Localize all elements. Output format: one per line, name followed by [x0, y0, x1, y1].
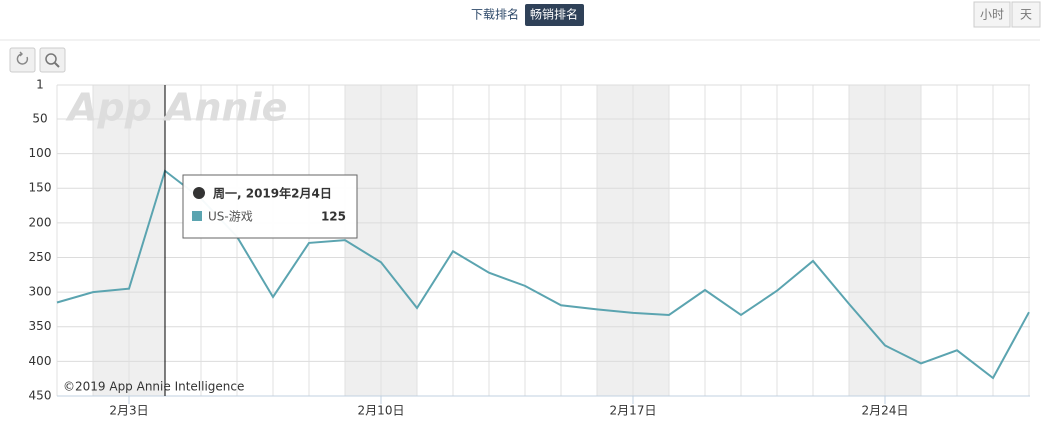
y-tick-label: 450	[29, 389, 52, 403]
granularity-label[interactable]: 天	[1020, 8, 1032, 22]
x-tick-label: 2月17日	[610, 404, 657, 418]
y-tick-label: 1	[36, 78, 44, 92]
tab[interactable]: 下载排名	[471, 7, 519, 22]
y-tick-label: 150	[29, 181, 52, 195]
y-tick-label: 50	[32, 111, 47, 125]
legend-label: US-游戏	[208, 210, 253, 224]
x-tick-label: 2月10日	[358, 404, 405, 418]
tooltip: 周一, 2019年2月4日 US-游戏 125	[182, 174, 358, 239]
globe-icon	[193, 187, 205, 199]
zoom-icon	[54, 62, 60, 68]
granularity-label[interactable]: 小时	[980, 8, 1004, 22]
tab[interactable]: 畅销排名	[530, 7, 578, 22]
reset-icon	[16, 51, 29, 65]
granularity-button[interactable]	[973, 1, 1011, 28]
zoom-button[interactable]	[39, 47, 66, 73]
tooltip-value: 125	[321, 210, 346, 224]
zoom-icon	[45, 53, 57, 65]
x-tick-label: 2月24日	[862, 404, 909, 418]
y-tick-label: 200	[29, 215, 52, 229]
y-tick-label: 400	[29, 354, 52, 368]
legend-swatch	[192, 211, 202, 221]
y-tick-label: 250	[29, 250, 52, 264]
x-tick-label: 2月3日	[109, 404, 148, 418]
watermark: App Annie	[65, 86, 287, 130]
tab-active-bg[interactable]	[525, 4, 584, 26]
credits: ©2019 App Annie Intelligence	[63, 380, 244, 394]
y-tick-label: 100	[29, 146, 52, 160]
y-tick-label: 350	[29, 319, 52, 333]
tooltip-title: 周一, 2019年2月4日	[213, 186, 332, 201]
reset-button[interactable]	[9, 47, 36, 73]
granularity-button[interactable]	[1011, 1, 1041, 28]
tooltip-box	[182, 174, 358, 239]
y-tick-label: 300	[29, 285, 52, 299]
